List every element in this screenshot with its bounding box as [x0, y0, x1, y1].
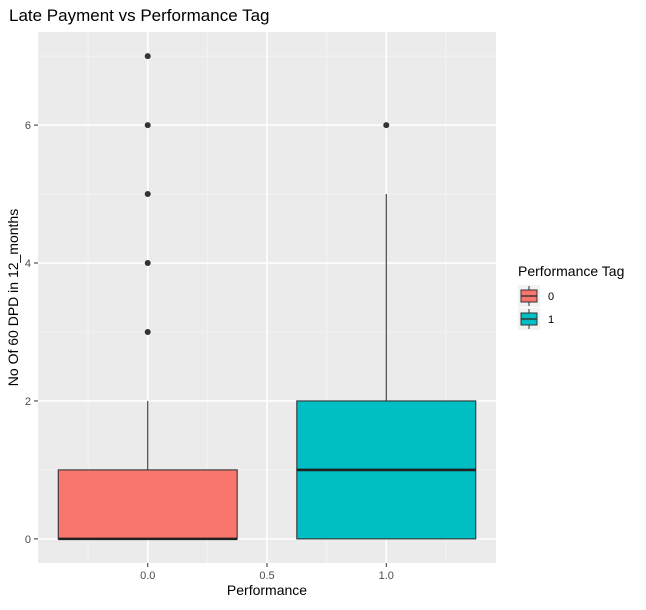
legend: Performance Tag 01 — [518, 263, 624, 330]
outlier-point — [383, 122, 390, 129]
legend-item-0: 0 — [518, 285, 554, 307]
y-tick-label: 6 — [25, 120, 31, 132]
outlier-point — [144, 260, 151, 267]
box-series-1 — [296, 122, 477, 540]
x-tick-label: 0.5 — [259, 570, 274, 582]
legend-item-1: 1 — [518, 308, 554, 330]
axes: 0 2 4 6 0.0 0.5 1.0 — [25, 120, 394, 582]
box-marks — [57, 53, 477, 541]
y-tick-label: 4 — [25, 258, 31, 270]
legend-title: Performance Tag — [518, 263, 624, 279]
outlier-point — [144, 191, 151, 198]
outlier-point — [144, 53, 151, 60]
legend-items: 01 — [518, 285, 554, 330]
y-tick-label: 0 — [25, 534, 31, 546]
x-tick-label: 0.0 — [140, 570, 155, 582]
x-axis-label: Performance — [227, 582, 307, 598]
box-series-0 — [57, 53, 238, 541]
x-tick-label: 1.0 — [379, 570, 394, 582]
y-tick-label: 2 — [25, 396, 31, 408]
legend-label: 0 — [548, 291, 554, 303]
outlier-point — [144, 328, 151, 335]
outlier-point — [144, 122, 151, 129]
y-axis-label: No Of 60 DPD in 12_months — [5, 209, 21, 386]
box-0 — [57, 469, 238, 540]
chart-title: Late Payment vs Performance Tag — [9, 6, 270, 25]
legend-label: 1 — [548, 314, 554, 326]
